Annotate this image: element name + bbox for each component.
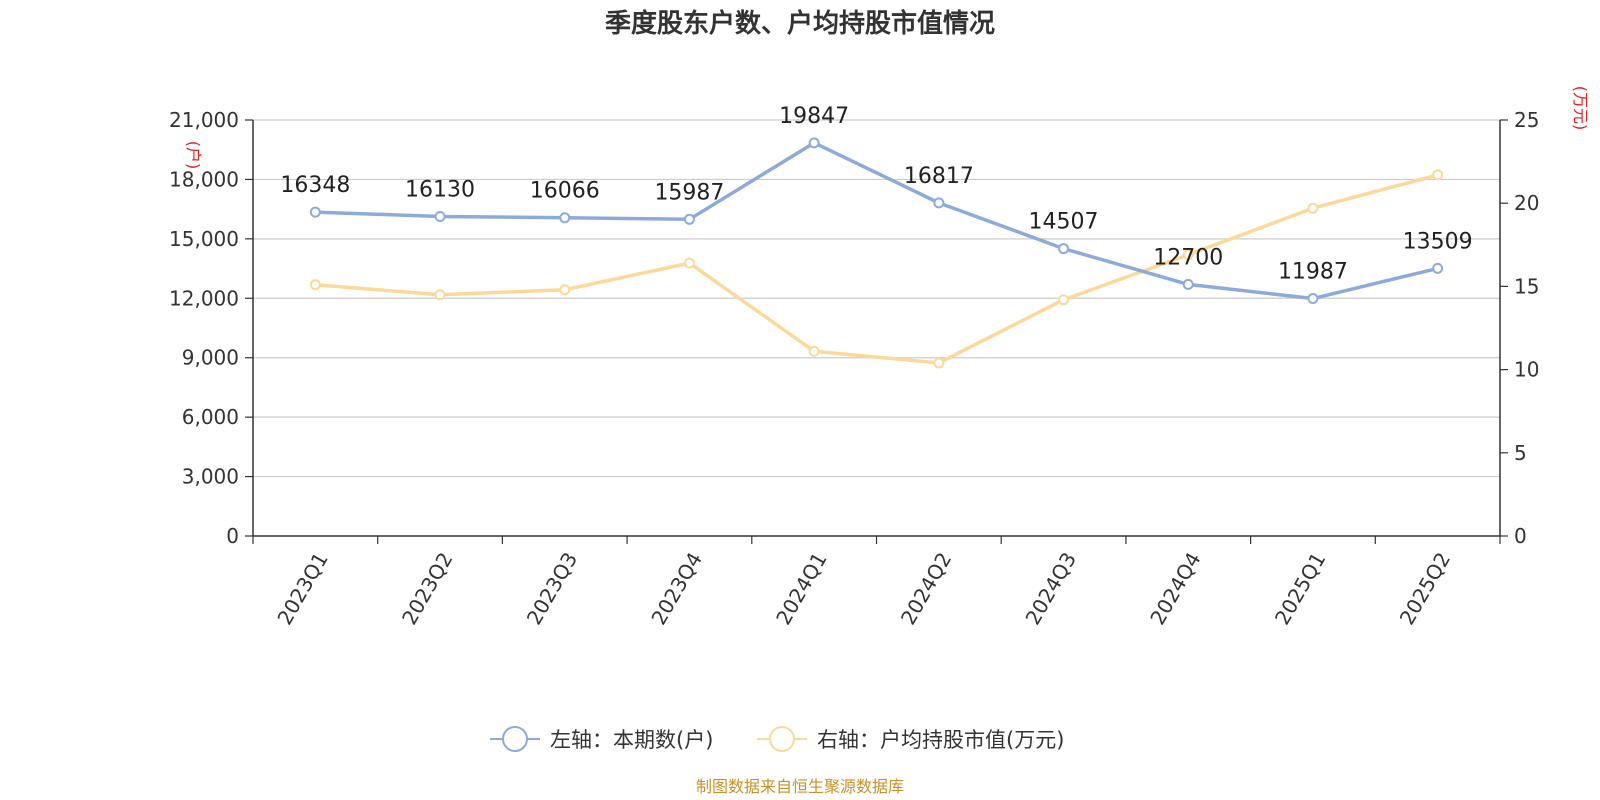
right-axis-tick-label: 0: [1514, 524, 1527, 548]
data-label: 13509: [1403, 229, 1473, 254]
data-point[interactable]: [559, 284, 571, 296]
series-line-1: [315, 173, 1439, 365]
series-layer: [309, 137, 1444, 369]
data-point[interactable]: [1182, 249, 1194, 261]
data-point[interactable]: [1307, 293, 1319, 305]
legend-item-0[interactable]: 左轴：本期数(户): [490, 726, 713, 752]
series-line-0: [315, 141, 1439, 301]
right-axis-unit: (万元): [1571, 86, 1590, 131]
data-point[interactable]: [808, 345, 820, 357]
left-axis-tick-label: 18,000: [169, 167, 239, 191]
data-point[interactable]: [1182, 278, 1194, 290]
legend-marker: [769, 726, 795, 752]
data-point[interactable]: [559, 212, 571, 224]
right-axis-tick-label: 15: [1514, 274, 1539, 298]
axes: 0 3,000 6,000 9,000 12,000 15,000 18,000 21,000…: [169, 108, 1539, 629]
data-point[interactable]: [1432, 169, 1444, 181]
left-axis-tick-label: 21,000: [169, 108, 239, 132]
x-axis-tick-label: 2023Q3: [522, 548, 582, 629]
data-label: 12700: [1153, 245, 1223, 270]
data-label: 19847: [779, 104, 849, 129]
data-point[interactable]: [434, 289, 446, 301]
data-point[interactable]: [434, 210, 446, 222]
source-note: 制图数据来自恒生聚源数据库: [696, 777, 904, 796]
data-label: 14507: [1029, 210, 1099, 235]
x-axis-tick-label: 2023Q4: [646, 548, 706, 629]
left-axis-tick-label: 6,000: [182, 405, 239, 429]
data-point[interactable]: [309, 206, 321, 218]
data-point[interactable]: [1058, 243, 1070, 255]
data-label: 16348: [280, 173, 350, 198]
x-axis-tick-label: 2024Q4: [1145, 548, 1205, 629]
data-label: 16130: [405, 177, 475, 202]
right-axis-tick-label: 20: [1514, 191, 1539, 215]
data-label: 15987: [654, 180, 724, 205]
left-axis-tick-label: 12,000: [169, 286, 239, 310]
data-point[interactable]: [309, 279, 321, 291]
right-axis-tick-label: 25: [1514, 108, 1539, 132]
data-point[interactable]: [1058, 294, 1070, 306]
left-axis-tick-label: 3,000: [182, 465, 239, 489]
data-label: 11987: [1278, 260, 1348, 285]
data-point[interactable]: [933, 197, 945, 209]
data-labels: 16348 16130 16066 15987 19847 16817 14507 12700…: [280, 104, 1472, 285]
left-axis-tick-label: 15,000: [169, 227, 239, 251]
legend-label: 左轴：本期数(户): [550, 728, 713, 752]
data-point[interactable]: [1307, 202, 1319, 214]
left-axis-unit: (户): [184, 141, 203, 170]
legend[interactable]: 左轴：本期数(户) 右轴：户均持股市值(万元): [490, 726, 1064, 752]
data-label: 16817: [904, 164, 974, 189]
x-axis-tick-label: 2025Q2: [1395, 548, 1455, 629]
left-axis-tick-label: 0: [226, 524, 239, 548]
legend-item-1[interactable]: 右轴：户均持股市值(万元): [757, 726, 1064, 752]
x-axis-tick-label: 2023Q1: [272, 548, 332, 629]
x-axis-tick-label: 2024Q3: [1021, 548, 1081, 629]
x-axis-tick-label: 2023Q2: [397, 548, 457, 629]
chart-title: 季度股东户数、户均持股市值情况: [605, 8, 995, 39]
left-axis-tick-label: 9,000: [182, 346, 239, 370]
right-axis-tick-label: 5: [1514, 441, 1527, 465]
data-label: 16066: [530, 179, 600, 204]
legend-label: 右轴：户均持股市值(万元): [817, 728, 1064, 752]
right-axis-tick-label: 10: [1514, 358, 1539, 382]
x-axis-tick-label: 2025Q1: [1270, 548, 1330, 629]
data-point[interactable]: [933, 357, 945, 369]
x-axis-tick-label: 2024Q1: [771, 548, 831, 629]
data-point[interactable]: [683, 213, 695, 225]
data-point[interactable]: [683, 257, 695, 269]
data-point[interactable]: [808, 137, 820, 149]
x-axis-tick-label: 2024Q2: [896, 548, 956, 629]
data-point[interactable]: [1432, 262, 1444, 274]
legend-marker: [502, 726, 528, 752]
